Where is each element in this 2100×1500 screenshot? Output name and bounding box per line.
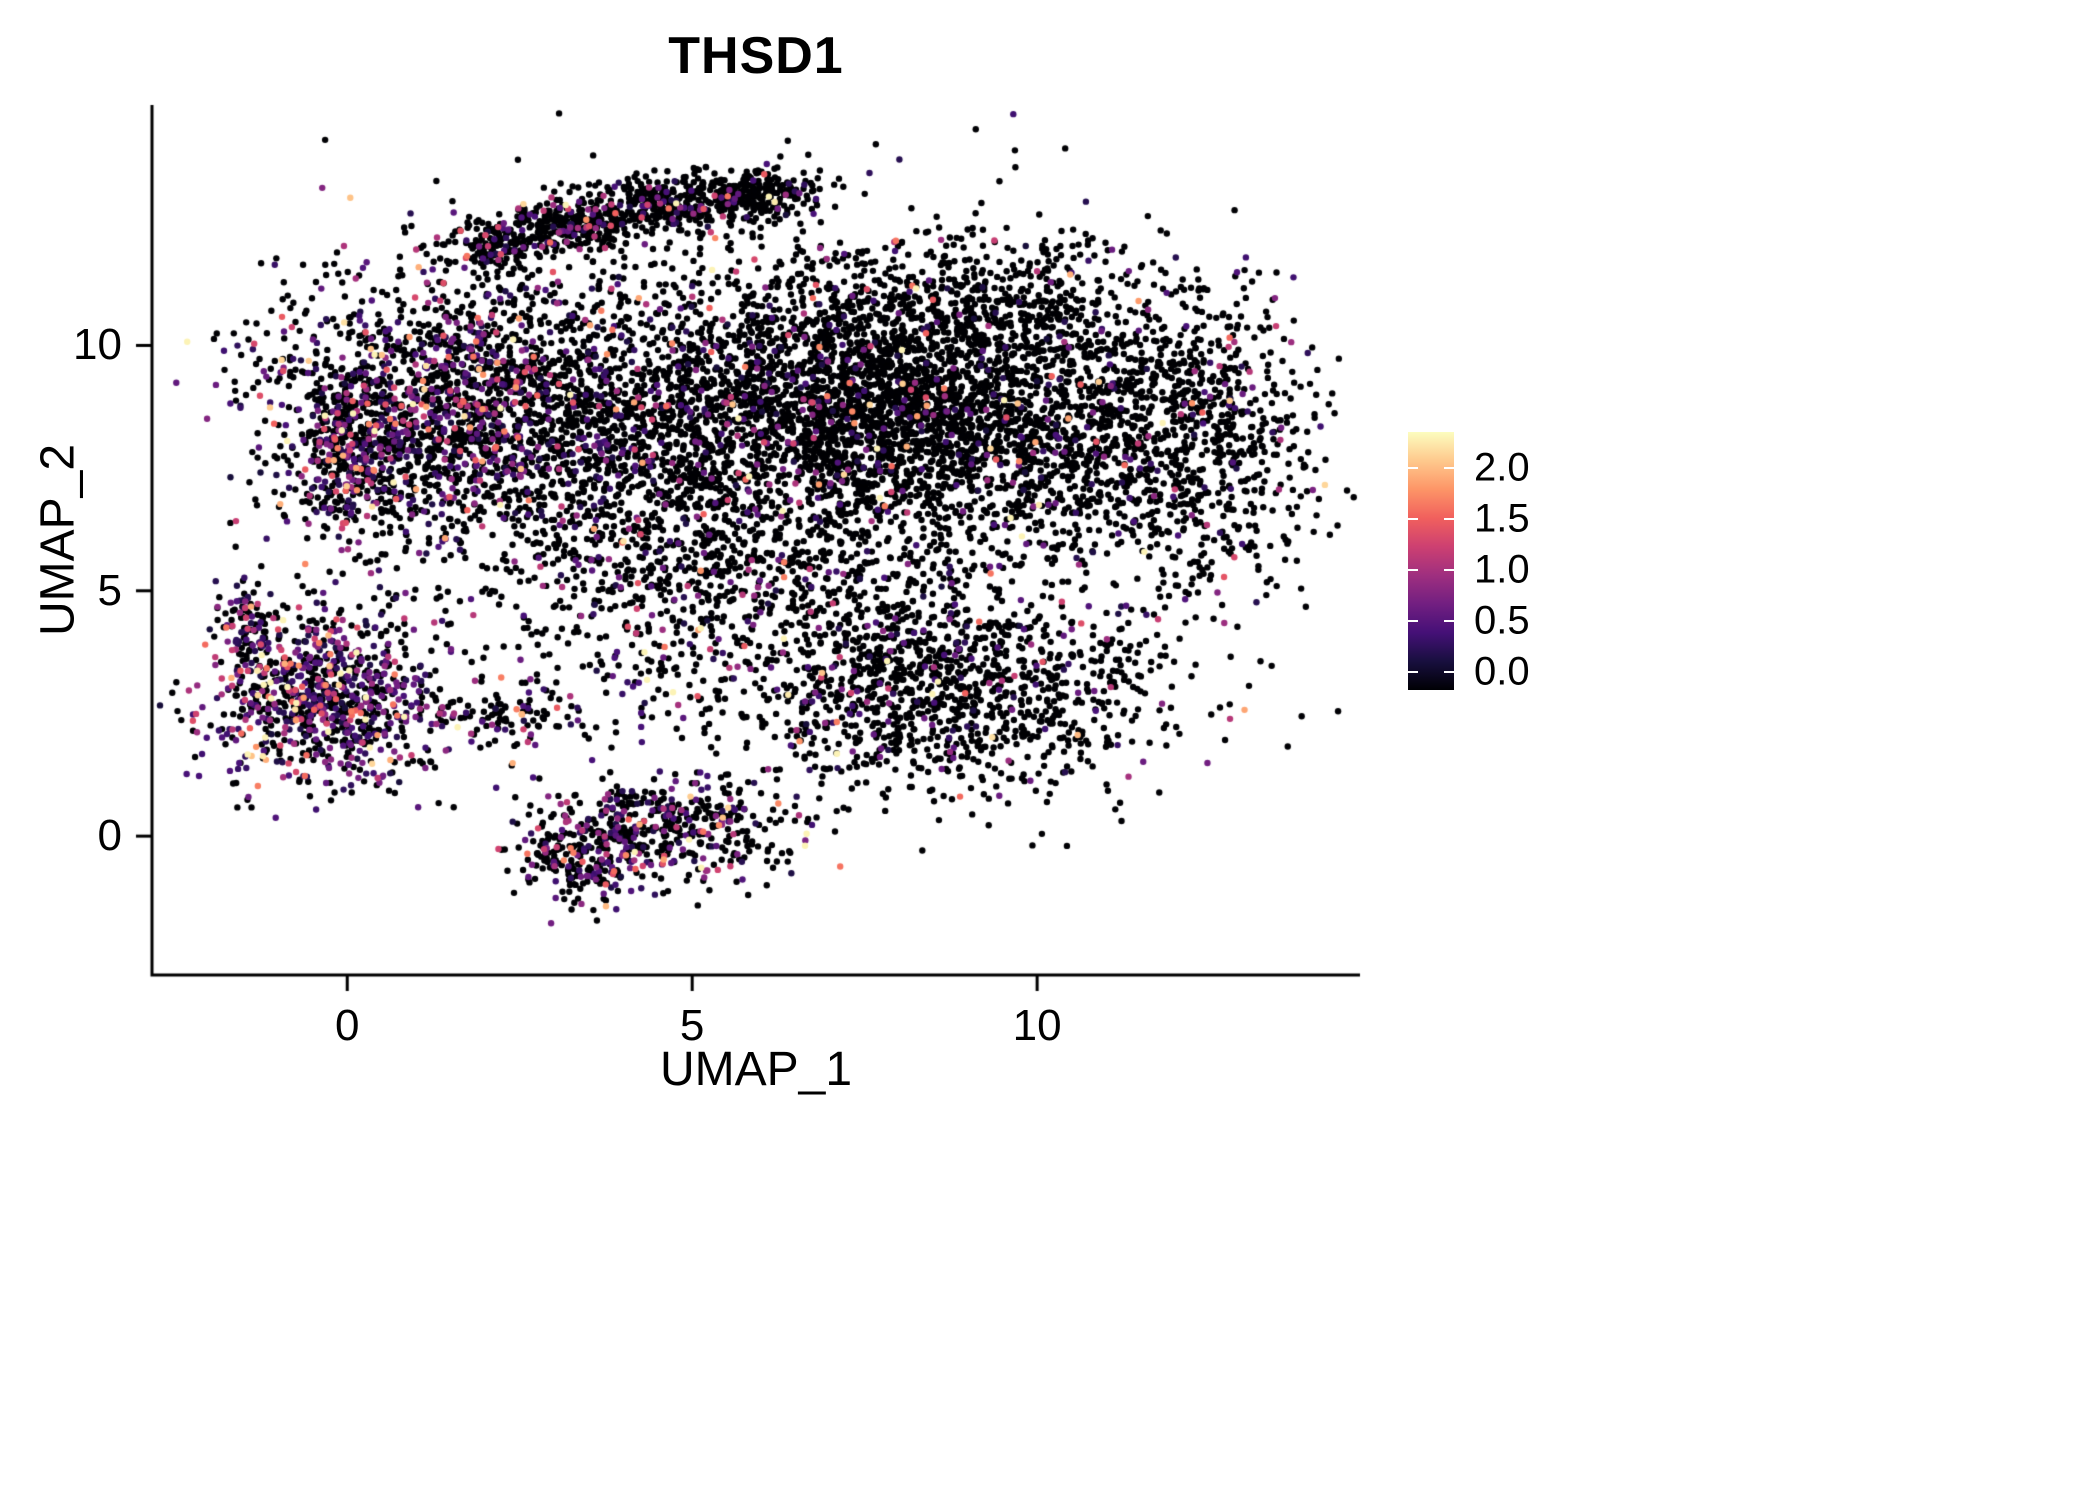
x-axis-label: UMAP_1	[659, 1043, 853, 1096]
colorbar-tick-label: 0.5	[1474, 598, 1530, 643]
colorbar-tick	[1408, 568, 1418, 571]
colorbar-tick-label: 0.0	[1474, 649, 1530, 694]
colorbar-tick-label: 1.5	[1474, 496, 1530, 541]
colorbar-tick	[1408, 466, 1418, 469]
y-tick-label: 5	[97, 565, 122, 615]
colorbar-tick	[1408, 517, 1418, 520]
colorbar-tick	[1408, 670, 1418, 673]
x-tick-label: 5	[679, 1001, 705, 1050]
y-tick-label: 10	[73, 320, 122, 370]
colorbar-tick	[1444, 619, 1454, 622]
colorbar-tick	[1444, 670, 1454, 673]
colorbar-tick-label: 1.0	[1474, 547, 1530, 592]
y-tick-label: 0	[97, 811, 122, 861]
colorbar-tick	[1444, 568, 1454, 571]
x-tick-label: 10	[1012, 1001, 1062, 1050]
x-tick-label: 0	[334, 1001, 360, 1050]
colorbar-tick-label: 2.0	[1474, 445, 1530, 490]
plot-title: THSD1	[668, 27, 844, 85]
colorbar-tick	[1444, 517, 1454, 520]
y-axis-label: UMAP_2	[31, 443, 85, 637]
colorbar-tick	[1444, 466, 1454, 469]
colorbar-legend	[1408, 432, 1454, 690]
colorbar-tick	[1408, 619, 1418, 622]
